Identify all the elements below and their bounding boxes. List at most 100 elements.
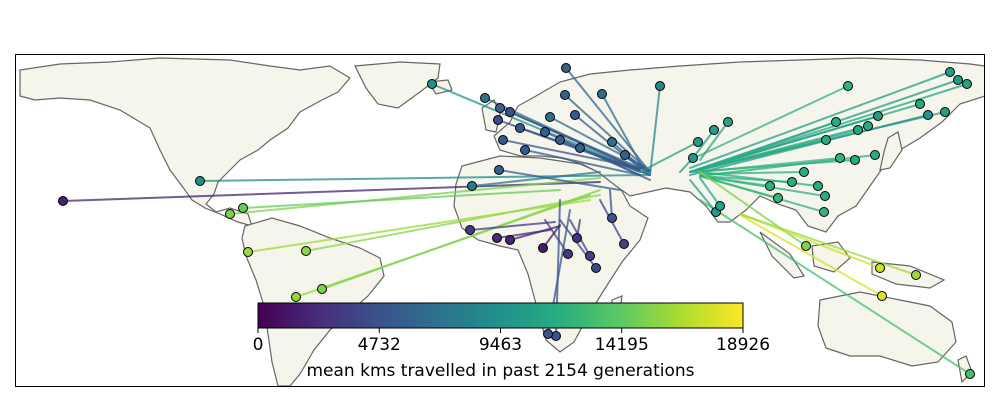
location-marker — [923, 110, 933, 120]
location-marker — [555, 135, 565, 145]
colorbar-label: mean kms travelled in past 2154 generati… — [307, 361, 695, 381]
location-marker — [543, 329, 553, 339]
migration-route — [564, 94, 651, 173]
location-marker — [563, 249, 573, 259]
location-marker — [953, 75, 963, 85]
location-marker — [238, 203, 248, 213]
location-marker — [870, 150, 880, 160]
location-marker — [620, 150, 630, 160]
location-marker — [962, 79, 972, 89]
location-marker — [863, 121, 873, 131]
location-marker — [688, 153, 698, 163]
location-marker — [873, 111, 883, 121]
location-marker — [820, 191, 830, 201]
migration-route — [689, 139, 827, 173]
location-marker — [498, 135, 508, 145]
location-marker — [787, 177, 797, 187]
location-marker — [585, 251, 595, 261]
location-marker — [801, 241, 811, 251]
location-marker — [965, 369, 975, 379]
location-marker — [850, 155, 860, 165]
migration-route — [471, 171, 601, 187]
location-marker — [940, 107, 950, 117]
location-marker — [195, 176, 205, 186]
location-marker — [538, 243, 548, 253]
location-marker — [813, 181, 823, 191]
location-markers — [58, 63, 975, 379]
migration-route — [699, 171, 819, 187]
migration-route — [496, 229, 551, 239]
location-marker — [819, 207, 829, 217]
migration-route — [559, 139, 641, 173]
migration-route — [639, 141, 699, 173]
location-marker — [515, 123, 525, 133]
migration-route — [699, 175, 771, 187]
location-marker — [773, 193, 783, 203]
location-marker — [877, 291, 887, 301]
location-marker — [561, 63, 571, 73]
location-marker — [799, 167, 809, 177]
location-marker — [875, 263, 885, 273]
location-marker — [505, 107, 515, 117]
location-marker — [911, 270, 921, 280]
location-marker — [572, 233, 582, 243]
location-marker — [619, 239, 629, 249]
migration-routes — [62, 67, 971, 375]
location-marker — [243, 247, 253, 257]
location-marker — [317, 284, 327, 294]
colorbar: 0 4732 9463 14195 18926 mean kms travell… — [253, 302, 770, 381]
migration-route — [699, 199, 971, 375]
location-marker — [467, 181, 477, 191]
location-marker — [58, 196, 68, 206]
colorbar-ticks: 0 4732 9463 14195 18926 — [253, 328, 770, 355]
japan — [879, 131, 903, 171]
location-marker — [693, 137, 703, 147]
location-marker — [540, 127, 550, 137]
location-marker — [301, 246, 311, 256]
migration-route — [739, 213, 917, 276]
migration-route — [229, 177, 601, 215]
location-marker — [607, 137, 617, 147]
location-marker — [607, 213, 617, 223]
location-marker — [575, 143, 585, 153]
location-marker — [427, 79, 437, 89]
migration-route — [649, 85, 661, 176]
migration-route — [305, 194, 601, 252]
location-marker — [945, 67, 955, 77]
location-marker — [291, 292, 301, 302]
migration-route — [199, 174, 651, 182]
migration-route — [509, 111, 641, 171]
map-frame — [15, 54, 985, 387]
migration-route — [62, 181, 601, 202]
location-marker — [465, 225, 475, 235]
migration-route — [699, 121, 729, 161]
sumatra — [759, 231, 805, 279]
migration-route — [502, 139, 651, 171]
location-marker — [495, 103, 505, 113]
migration-route — [689, 85, 849, 161]
location-marker — [505, 235, 515, 245]
location-marker — [492, 233, 502, 243]
migration-route — [544, 219, 569, 255]
north-america — [19, 57, 351, 227]
colorbar-tick-label: 9463 — [479, 335, 522, 355]
migration-route — [739, 214, 883, 297]
land-masses — [19, 57, 985, 387]
migration-route — [699, 177, 721, 207]
colorbar-tick-label: 0 — [253, 335, 264, 355]
migration-route — [469, 221, 556, 231]
migration-route — [699, 175, 825, 213]
colorbar-gradient — [257, 302, 744, 329]
location-marker — [835, 153, 845, 163]
location-marker — [723, 117, 733, 127]
greenland — [354, 61, 441, 109]
south-america — [241, 217, 385, 387]
location-marker — [765, 181, 775, 191]
location-marker — [597, 89, 607, 99]
australia — [817, 291, 957, 367]
location-marker — [915, 99, 925, 109]
location-marker — [545, 112, 555, 122]
migration-route — [689, 179, 717, 213]
